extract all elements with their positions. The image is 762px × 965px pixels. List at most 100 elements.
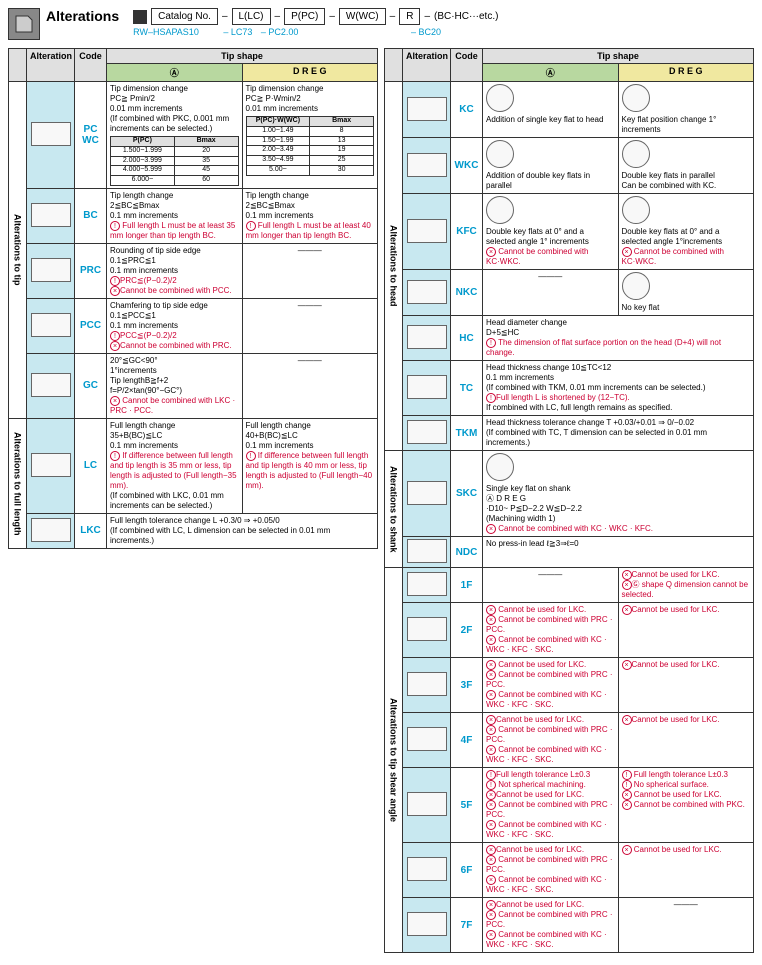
diagram-icon <box>31 453 71 477</box>
table-row: NDCNo press-in lead ℓ≧3⇒ℓ=0 <box>385 537 754 568</box>
description-a: ——— <box>483 568 619 603</box>
diagram-icon <box>622 272 650 300</box>
description-d: ——— <box>242 298 378 353</box>
diagram-icon <box>31 122 71 146</box>
code-cell: PRC <box>75 243 107 298</box>
description: Single key flat on shankⒶ D R E G·D10~ P… <box>483 451 754 537</box>
table-row: PRCRounding of tip side edge0.1≦PRC≦10.1… <box>9 243 378 298</box>
table-row: GC20°≦GC<90°1°incrementsTip lengthB≧f+2f… <box>9 353 378 418</box>
alteration-diagram <box>403 568 451 603</box>
table-row: KFC Double key flats at 0° and a selecte… <box>385 194 754 270</box>
code-cell: 6F <box>451 843 483 898</box>
table-row: Alterations to headKC Addition of single… <box>385 82 754 138</box>
diagram-icon <box>407 420 447 444</box>
table-row: BCTip length change2≦BC≦Bmax0.1 mm incre… <box>9 188 378 243</box>
diagram-icon <box>407 153 447 177</box>
table-row: Alterations to full lengthLCFull length … <box>9 418 378 513</box>
description-d: Tip dimension changePC≧ P·Wmin/20.01 mm … <box>242 82 378 189</box>
diagram-icon <box>407 912 447 936</box>
table-row: Alterations to shankSKC Single key flat … <box>385 451 754 537</box>
code-cell: TC <box>451 361 483 416</box>
alteration-diagram <box>27 418 75 513</box>
alteration-diagram <box>403 316 451 361</box>
table-row: HCHead diameter changeD+5≦HC! The dimens… <box>385 316 754 361</box>
code-cell: 5F <box>451 768 483 843</box>
description-a: Addition of double key flats in parallel <box>483 138 619 194</box>
alteration-diagram <box>403 270 451 316</box>
group-label: Alterations to tip shear angle <box>385 568 403 953</box>
description-a: Chamfering to tip side edge0.1≦PCC≦10.1 … <box>107 298 243 353</box>
alteration-diagram <box>27 82 75 189</box>
table-row: LKCFull length tolerance change L +0.3/0… <box>9 513 378 548</box>
catalog-no-box: Catalog No. <box>151 8 218 25</box>
columns: AlterationCodeTip shapeⒶD R E GAlteratio… <box>8 48 754 953</box>
description-a: ——— <box>483 270 619 316</box>
description-d: ×Cannot be used for LKC. <box>618 658 754 713</box>
table-row: 2F× Cannot be used for LKC.× Cannot be c… <box>385 603 754 658</box>
code-cell: 2F <box>451 603 483 658</box>
diagram-icon <box>486 84 514 112</box>
description: Head diameter changeD+5≦HC! The dimensio… <box>483 316 754 361</box>
table-row: 3F× Cannot be used for LKC.× Cannot be c… <box>385 658 754 713</box>
code-cell: KFC <box>451 194 483 270</box>
description-d: × Cannot be used for LKC. <box>618 843 754 898</box>
alteration-diagram <box>403 138 451 194</box>
description-a: Double key flats at 0° and a selected an… <box>483 194 619 270</box>
table-row: NKC——— No key flat <box>385 270 754 316</box>
description-a: Rounding of tip side edge0.1≦PRC≦10.1 mm… <box>107 243 243 298</box>
description-a: !Full length tolerance L±0.3! Not spheri… <box>483 768 619 843</box>
description-d: ×Cannot be used for LKC.×Ⓖ shape Q dimen… <box>618 568 754 603</box>
diagram-icon <box>31 373 71 397</box>
description-a: × Cannot be used for LKC.× Cannot be com… <box>483 658 619 713</box>
code-cell: 7F <box>451 898 483 953</box>
header-title: Alterations <box>46 8 119 24</box>
description: No press-in lead ℓ≧3⇒ℓ=0 <box>483 537 754 568</box>
diagram-icon <box>407 617 447 641</box>
description-a: ×Cannot be used for LKC.× Cannot be comb… <box>483 843 619 898</box>
code-cell: HC <box>451 316 483 361</box>
description-d: Full length change40+B(BC)≦LC0.1 mm incr… <box>242 418 378 513</box>
description-d: No key flat <box>618 270 754 316</box>
table-row: Alterations to tip shear angle1F———×Cann… <box>385 568 754 603</box>
table-row: 4F×Cannot be used for LKC.× Cannot be co… <box>385 713 754 768</box>
code-cell: TKM <box>451 416 483 451</box>
catalog-format: Catalog No. – L(LC) – P(PC) – W(WC) – R … <box>133 8 498 25</box>
diagram-icon <box>31 203 71 227</box>
description: Head thickness change 10≦TC<120.1 mm inc… <box>483 361 754 416</box>
description-d: ! Full length tolerance L±0.3! No spheri… <box>618 768 754 843</box>
diagram-icon <box>622 84 650 112</box>
diagram-icon <box>407 219 447 243</box>
diagram-icon <box>486 453 514 481</box>
description-a: Full length change35+B(BC)≦LC0.1 mm incr… <box>107 418 243 513</box>
alteration-diagram <box>403 451 451 537</box>
diagram-icon <box>407 280 447 304</box>
code-cell: LC <box>75 418 107 513</box>
group-label: Alterations to shank <box>385 451 403 568</box>
alteration-diagram <box>403 194 451 270</box>
code-cell: LKC <box>75 513 107 548</box>
table-row: TKMHead thickness tolerance change T +0.… <box>385 416 754 451</box>
table-row: 6F×Cannot be used for LKC.× Cannot be co… <box>385 843 754 898</box>
alteration-diagram <box>403 843 451 898</box>
description-a: Addition of single key flat to head <box>483 82 619 138</box>
code-cell: PCWC <box>75 82 107 189</box>
description: Full length tolerance change L +0.3/0 ⇒ … <box>107 513 378 548</box>
code-cell: GC <box>75 353 107 418</box>
diagram-icon <box>407 539 447 563</box>
diagram-icon <box>622 140 650 168</box>
alteration-diagram <box>27 188 75 243</box>
description-d: Tip length change2≦BC≦Bmax0.1 mm increme… <box>242 188 378 243</box>
alteration-diagram <box>403 768 451 843</box>
diagram-icon <box>407 727 447 751</box>
code-cell: SKC <box>451 451 483 537</box>
description-a: 20°≦GC<90°1°incrementsTip lengthB≧f+2f=P… <box>107 353 243 418</box>
table-row: Alterations to tipPCWCTip dimension chan… <box>9 82 378 189</box>
alteration-diagram <box>27 243 75 298</box>
code-cell: KC <box>451 82 483 138</box>
description-d: Key flat position change 1° increments <box>618 82 754 138</box>
diagram-icon <box>622 196 650 224</box>
diagram-icon <box>486 196 514 224</box>
description: Head thickness tolerance change T +0.03/… <box>483 416 754 451</box>
catalog-icon <box>133 10 147 24</box>
description-a: Tip dimension changePC≧ Pmin/20.01 mm in… <box>107 82 243 189</box>
